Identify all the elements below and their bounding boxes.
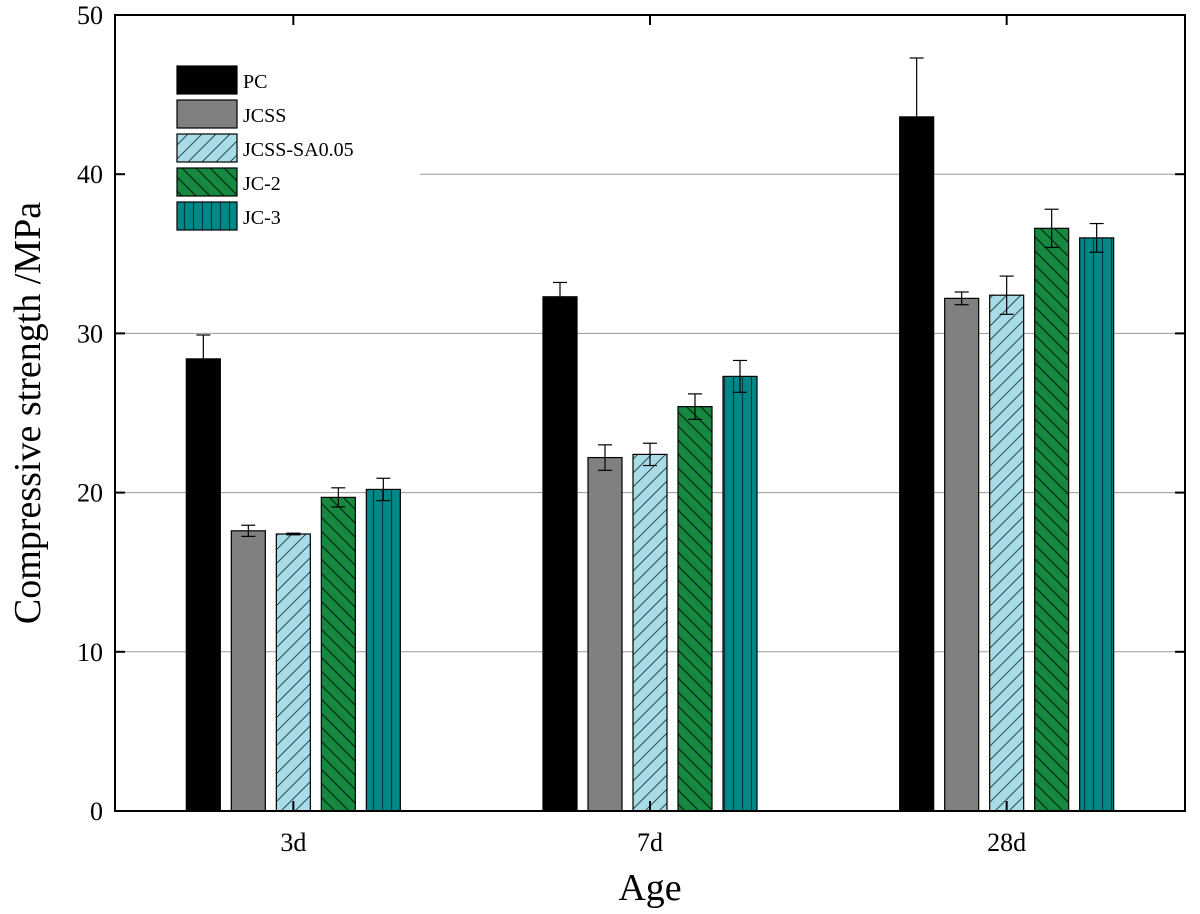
y-tick-label: 40 (77, 160, 103, 189)
legend-label: PC (243, 71, 267, 93)
bars-layer (185, 57, 1115, 812)
bar-jc-2-28d (1034, 227, 1070, 812)
y-tick-label: 20 (77, 479, 103, 508)
bar-pc-3d (185, 358, 221, 812)
legend-swatch-jc-3 (176, 201, 238, 231)
y-tick-label: 10 (77, 638, 103, 667)
x-tick-label: 3d (280, 828, 306, 857)
y-tick-label: 0 (90, 797, 103, 826)
legend-label: JC-2 (243, 173, 281, 195)
bar-pc-7d (542, 296, 578, 812)
legend-swatch-jcss (176, 99, 238, 129)
legend-label: JC-3 (243, 207, 281, 229)
y-tick-label: 50 (77, 1, 103, 30)
legend: PC JCSS JCSS-SA0.05 JC-2 JC-3 (176, 65, 354, 231)
legend-swatch-jcss-sa0-05 (176, 133, 238, 163)
bar-jcss-sa0-05-3d (275, 533, 311, 812)
legend-label: JCSS (243, 105, 286, 127)
bar-jcss-28d (944, 297, 980, 812)
bar-jc-2-3d (320, 496, 356, 812)
bar-jcss-sa0-05-7d (632, 453, 668, 812)
legend-label: JCSS-SA0.05 (243, 139, 354, 161)
bar-jc-2-7d (677, 406, 713, 812)
legend-swatch-jc-2 (176, 167, 238, 197)
y-axis-title: Compressive strength /MPa (7, 202, 49, 624)
y-tick-label: 30 (77, 319, 103, 348)
axes-layer: 0 10 20 30 40 50 3d 7d 28d (77, 1, 1186, 857)
bar-jcss-7d (587, 456, 623, 812)
bar-jcss-sa0-05-28d (989, 294, 1025, 812)
x-axis-title: Age (618, 867, 681, 909)
x-tick-label: 7d (637, 828, 663, 857)
bar-jc-3-7d (722, 375, 758, 812)
bar-jc-3-28d (1079, 237, 1115, 812)
bar-jc-3-3d (365, 488, 401, 812)
bar-pc-28d (899, 116, 935, 812)
bar-jcss-3d (230, 530, 266, 812)
x-tick-label: 28d (987, 828, 1026, 857)
legend-swatch-pc (176, 65, 238, 95)
